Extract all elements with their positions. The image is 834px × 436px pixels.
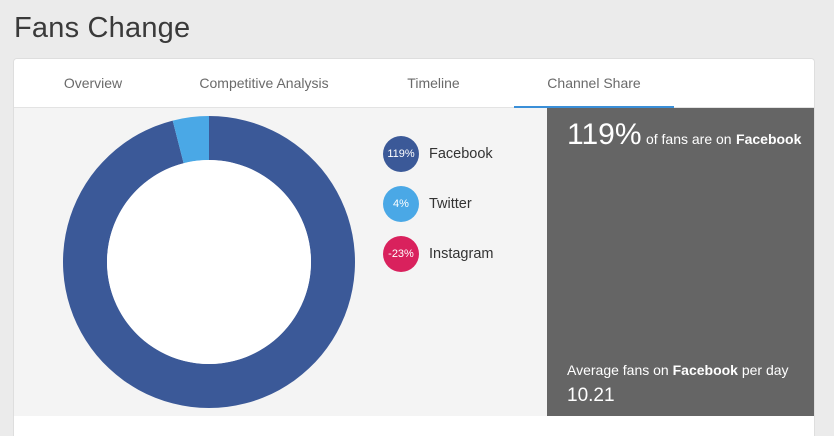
tab-timeline[interactable]: Timeline [407,75,460,91]
headline-text: of fans are on [645,131,732,147]
legend-badge-twitter: 4% [383,186,419,222]
donut-hole [107,160,311,364]
tab-overview[interactable]: Overview [63,75,123,91]
legend-badge-instagram: -23% [383,236,419,272]
legend-item-instagram: -23% Instagram [383,236,493,272]
legend-label-twitter: Twitter [429,196,472,212]
channel-share-donut [62,116,355,408]
headline-value: 119% [567,118,642,151]
channel-legend: 119% Facebook 4% Twitter -23% Instagram [383,136,493,286]
legend-label-facebook: Facebook [429,146,493,162]
legend-item-twitter: 4% Twitter [383,186,493,222]
avg-label-post: per day [741,362,789,378]
channel-share-content: 119% Facebook 4% Twitter -23% Instagram … [14,108,814,416]
legend-badge-facebook: 119% [383,136,419,172]
stat-panel: 119% of fans are on Facebook Average fan… [547,108,814,416]
average-fans-value: 10.21 [567,385,615,406]
page-title: Fans Change [14,12,191,44]
average-fans-label: Average fans on Facebook per day [567,362,789,378]
legend-item-facebook: 119% Facebook [383,136,493,172]
avg-label-channel: Facebook [672,362,738,378]
donut-segment-facebook [62,116,355,408]
legend-label-instagram: Instagram [429,246,494,262]
tab-competitive-analysis[interactable]: Competitive Analysis [199,75,329,91]
card-footer [14,416,814,436]
headline-stat: 119% of fans are on Facebook [567,118,801,152]
tab-channel-share[interactable]: Channel Share [514,59,674,108]
fans-change-card: Overview Competitive Analysis Timeline C… [14,59,814,436]
avg-label-pre: Average fans on [567,362,669,378]
tab-bar: Overview Competitive Analysis Timeline C… [14,59,814,108]
headline-channel: Facebook [736,131,802,147]
donut-segment-twitter [172,116,209,164]
